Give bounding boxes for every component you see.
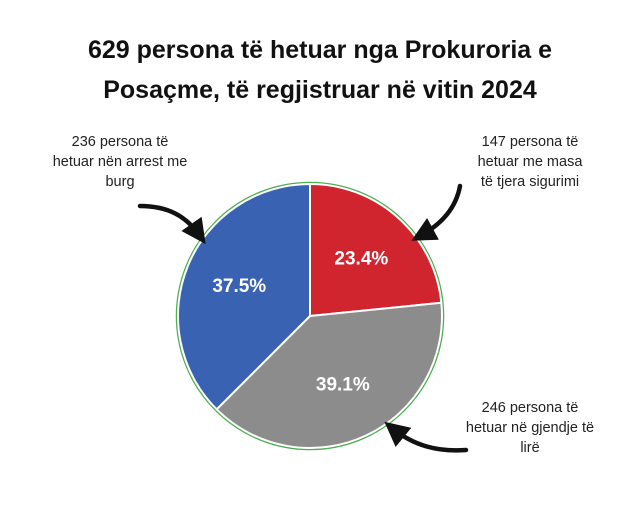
slice-free-percent-label: 39.1% bbox=[316, 375, 370, 396]
arrow-bottom-callout bbox=[384, 421, 469, 453]
pie-outline bbox=[175, 181, 445, 451]
arrow-left-callout bbox=[137, 203, 206, 245]
annotation-other-measures-line-2: hetuar me masa bbox=[477, 154, 583, 170]
slice-other-measures bbox=[309, 183, 443, 317]
pie-percent-labels: 23.4% 39.1% 37.5% bbox=[212, 249, 388, 396]
slice-arrest bbox=[176, 183, 311, 411]
chart-title-line-1: 629 persona të hetuar nga Prokuroria e bbox=[87, 36, 553, 64]
annotation-arrest-line-2: hetuar nën arrest me bbox=[52, 154, 188, 170]
annotation-free: 246 persona të hetuar në gjendje të lirë bbox=[440, 398, 620, 458]
annotation-arrest-line-3: burg bbox=[105, 174, 135, 190]
annotation-free-line-1: 246 persona të bbox=[481, 400, 579, 416]
annotation-other-measures: 147 persona të hetuar me masa të tjera s… bbox=[430, 132, 630, 192]
chart-title: 629 persona të hetuar nga Prokuroria e P… bbox=[0, 30, 640, 110]
annotation-other-measures-line-1: 147 persona të bbox=[481, 134, 579, 150]
slice-arrest-percent-label: 37.5% bbox=[212, 276, 266, 297]
annotation-arrest: 236 persona të hetuar nën arrest me burg bbox=[20, 132, 220, 192]
annotation-other-measures-line-3: të tjera sigurimi bbox=[480, 174, 580, 190]
slice-free bbox=[215, 301, 443, 449]
chart-title-line-2: Posaçme, të regjistruar në vitin 2024 bbox=[103, 76, 537, 104]
annotation-arrest-line-1: 236 persona të bbox=[71, 134, 169, 150]
pie-slices bbox=[175, 181, 445, 451]
annotation-free-line-2: hetuar në gjendje të bbox=[465, 420, 595, 436]
slice-other-measures-percent-label: 23.4% bbox=[334, 249, 388, 270]
arrow-right-callout bbox=[411, 183, 463, 241]
annotation-free-line-3: lirë bbox=[520, 440, 540, 456]
